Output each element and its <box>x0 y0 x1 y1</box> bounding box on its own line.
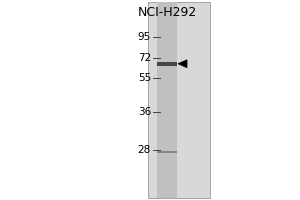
Text: NCI-H292: NCI-H292 <box>137 5 196 19</box>
Bar <box>157 2 177 198</box>
Text: 28: 28 <box>138 145 151 155</box>
Text: 95: 95 <box>138 32 151 42</box>
Bar <box>157 62 177 66</box>
Text: 36: 36 <box>138 107 151 117</box>
Text: 72: 72 <box>138 53 151 63</box>
Text: 55: 55 <box>138 73 151 83</box>
Bar <box>148 2 210 198</box>
Polygon shape <box>178 60 187 68</box>
Bar <box>157 151 177 153</box>
